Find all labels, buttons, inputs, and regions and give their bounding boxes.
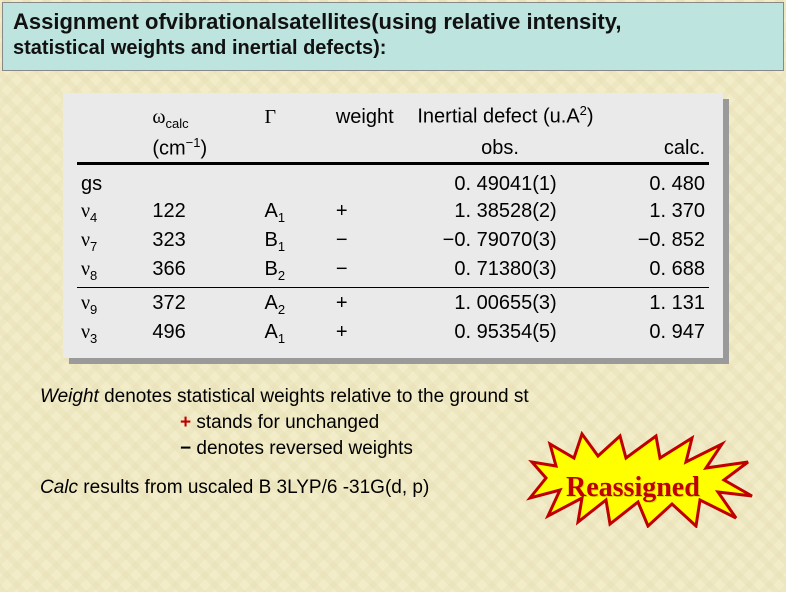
header-weight: weight [332, 101, 414, 133]
table-header-row: ωcalc Γ weight Inertial defect (u.A2) [77, 101, 709, 133]
omega-sub: calc [166, 116, 189, 131]
cell-wcalc [148, 171, 260, 198]
note-minus-text: denotes reversed weights [191, 438, 413, 459]
cell-calc: 0. 688 [587, 256, 709, 285]
cell-obs: 0. 95354(5) [413, 319, 586, 348]
table-row: ν8366B2−0. 71380(3)0. 688 [77, 256, 709, 285]
plus-symbol: + [180, 412, 191, 433]
reassigned-callout: Reassigned [526, 428, 756, 528]
note-calc-text: results from uscaled B 3LYP/6 -31G(d, p) [78, 477, 429, 498]
header-gamma: Γ [260, 101, 331, 133]
note-plus-text: stands for unchanged [191, 412, 379, 433]
cell-gamma: A2 [260, 290, 331, 319]
data-table: ωcalc Γ weight Inertial defect (u.A2) (c… [63, 93, 723, 358]
title-mid1: vibrational [166, 9, 277, 34]
table-row: ν7323B1−−0. 79070(3)−0. 852 [77, 227, 709, 256]
cell-obs: 1. 00655(3) [413, 290, 586, 319]
cell-obs: 0. 49041(1) [413, 171, 586, 198]
note-weight: Weight denotes statistical weights relat… [40, 384, 786, 410]
cell-weight [332, 171, 414, 198]
cell-calc: 1. 131 [587, 290, 709, 319]
cell-gamma: A1 [260, 198, 331, 227]
title-line2: statistical weights and inertial defects… [13, 37, 773, 60]
note-calc-label: Calc [40, 477, 78, 498]
cell-wcalc: 372 [148, 290, 260, 319]
table-row: gs 0. 49041(1)0. 480 [77, 171, 709, 198]
data-table-wrap: ωcalc Γ weight Inertial defect (u.A2) (c… [63, 93, 723, 358]
callout-text: Reassigned [566, 472, 700, 504]
cell-wcalc: 496 [148, 319, 260, 348]
cell-mode: ν9 [77, 290, 148, 319]
cell-mode: ν7 [77, 227, 148, 256]
cell-gamma: B1 [260, 227, 331, 256]
cell-wcalc: 366 [148, 256, 260, 285]
cell-obs: 1. 38528(2) [413, 198, 586, 227]
cell-weight: − [332, 227, 414, 256]
title-prefix: Assignment of [13, 9, 166, 34]
minus-symbol: − [180, 438, 191, 459]
header-calc: calc. [587, 133, 709, 163]
cell-mode: ν3 [77, 319, 148, 348]
note-weight-label: Weight [40, 386, 99, 407]
table-body: gs0. 49041(1)0. 480ν4122A1+1. 38528(2)1.… [77, 171, 709, 348]
cell-weight: − [332, 256, 414, 285]
title-line1: Assignment ofvibrationalsatellites(using… [13, 9, 773, 35]
table-rule-thin [77, 287, 709, 288]
cell-weight: + [332, 290, 414, 319]
table-row: ν4122A1+1. 38528(2)1. 370 [77, 198, 709, 227]
cell-obs: −0. 79070(3) [413, 227, 586, 256]
cell-gamma [260, 171, 331, 198]
table-subheader-row: (cm−1) obs. calc. [77, 133, 709, 163]
omega-symbol: ω [152, 106, 165, 128]
header-wcalc: ωcalc [148, 101, 260, 133]
table-row: ν3496A1+0. 95354(5)0. 947 [77, 319, 709, 348]
header-inertial: Inertial defect (u.A2) [413, 101, 709, 133]
cell-obs: 0. 71380(3) [413, 256, 586, 285]
cell-wcalc: 323 [148, 227, 260, 256]
cell-weight: + [332, 319, 414, 348]
cell-mode: ν8 [77, 256, 148, 285]
cell-mode: ν4 [77, 198, 148, 227]
title-bar: Assignment ofvibrationalsatellites(using… [2, 2, 784, 71]
note-weight-text: denotes statistical weights relative to … [99, 386, 529, 407]
header-wcalc-unit: (cm−1) [148, 133, 260, 163]
table-row: ν9372A2+1. 00655(3)1. 131 [77, 290, 709, 319]
title-mid2: satellites [277, 9, 371, 34]
cell-mode: gs [77, 171, 148, 198]
cell-weight: + [332, 198, 414, 227]
cell-wcalc: 122 [148, 198, 260, 227]
cell-calc: 0. 947 [587, 319, 709, 348]
header-obs: obs. [413, 133, 586, 163]
cell-gamma: B2 [260, 256, 331, 285]
cell-gamma: A1 [260, 319, 331, 348]
cell-calc: −0. 852 [587, 227, 709, 256]
title-suffix1: (using relative intensity, [371, 9, 621, 34]
cell-calc: 0. 480 [587, 171, 709, 198]
cell-calc: 1. 370 [587, 198, 709, 227]
